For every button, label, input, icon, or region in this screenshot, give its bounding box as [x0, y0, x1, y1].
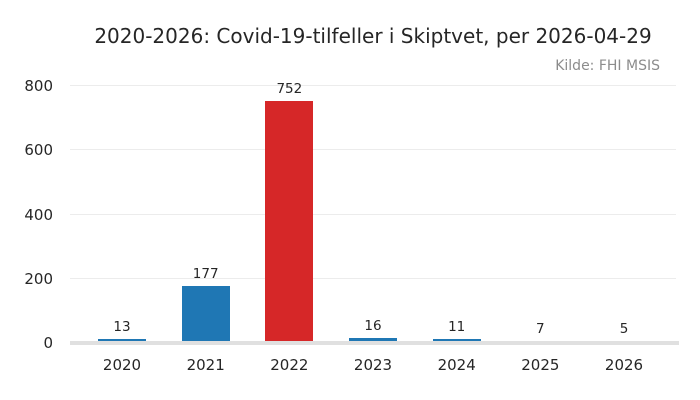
- x-tick-label-2026: 2026: [604, 356, 644, 374]
- bar-2020: [98, 338, 146, 343]
- x-tick-label-2020: 2020: [102, 356, 142, 374]
- gridline-600: [70, 149, 676, 151]
- y-tick-label-0: 0: [43, 334, 53, 352]
- y-tick-label-200: 200: [24, 269, 53, 288]
- x-tick-label-2022: 2022: [270, 356, 309, 374]
- bar-2022: [265, 101, 314, 343]
- chart-source-caption: Kilde: FHI MSIS: [555, 58, 660, 74]
- bar-value-label-2022: 752: [276, 81, 303, 98]
- chart-title: 2020-2026: Covid-19-tilfeller i Skiptvet…: [94, 24, 652, 48]
- x-axis-zero-line: [70, 341, 679, 345]
- bar-2021: [181, 286, 230, 343]
- x-tick-label-2023: 2023: [353, 356, 393, 374]
- bar-2023: [349, 337, 397, 343]
- bar-value-label-2024: 11: [448, 319, 466, 336]
- gridline-400: [70, 213, 676, 215]
- gridline-200: [70, 277, 676, 279]
- x-tick-label-2025: 2025: [521, 356, 560, 374]
- bar-value-label-2026: 5: [619, 321, 629, 338]
- x-tick-label-2024: 2024: [437, 356, 476, 374]
- y-tick-label-400: 400: [24, 205, 53, 224]
- gridline-800: [70, 85, 676, 86]
- x-tick-label-2021: 2021: [186, 356, 225, 374]
- y-tick-label-600: 600: [24, 141, 53, 160]
- plot-area: 13 177 752 16 11 7 5: [70, 81, 679, 345]
- bar-value-label-2025: 7: [536, 320, 545, 337]
- bar-value-label-2020: 13: [113, 318, 131, 335]
- y-tick-label-800: 800: [24, 77, 53, 95]
- bar-value-label-2021: 177: [192, 266, 219, 283]
- bar-value-label-2023: 16: [364, 317, 382, 334]
